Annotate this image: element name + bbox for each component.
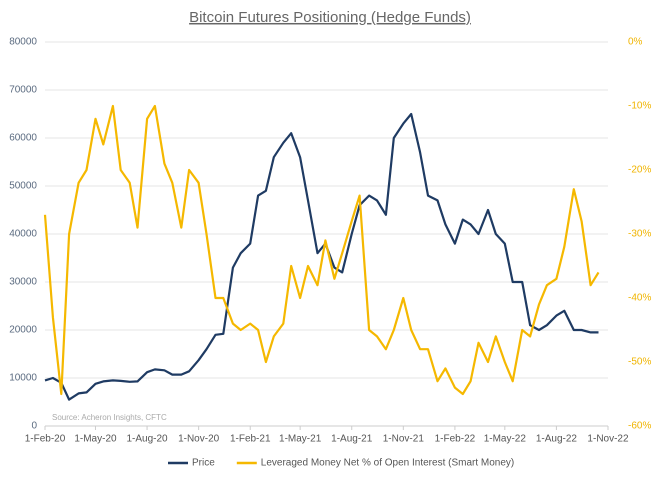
legend-label: Price <box>192 458 215 469</box>
y-tick-label: 0 <box>31 421 37 432</box>
y2-tick-label: -50% <box>628 357 651 368</box>
y-tick-label: 10000 <box>9 373 37 384</box>
y-tick-label: 60000 <box>9 133 37 144</box>
y2-tick-label: -40% <box>628 293 651 304</box>
y2-tick-label: -30% <box>628 229 651 240</box>
y2-tick-label: -60% <box>628 421 651 432</box>
x-tick-label: 1-Nov-20 <box>178 434 220 445</box>
x-tick-label: 1-Feb-22 <box>435 434 476 445</box>
y-tick-label: 30000 <box>9 277 37 288</box>
x-tick-label: 1-May-21 <box>279 434 322 445</box>
x-tick-label: 1-May-22 <box>484 434 527 445</box>
y-tick-label: 40000 <box>9 229 37 240</box>
line-series <box>44 112 599 401</box>
x-tick-label: 1-Aug-21 <box>331 434 373 445</box>
y2-tick-label: -10% <box>628 101 651 112</box>
line-series <box>43 104 600 396</box>
y-tick-label: 20000 <box>9 325 37 336</box>
y2-tick-label: -20% <box>628 165 651 176</box>
y2-tick-label: 0% <box>628 37 643 48</box>
y-tick-label: 50000 <box>9 181 37 192</box>
x-tick-label: 1-Feb-20 <box>25 434 66 445</box>
y-tick-label: 80000 <box>9 37 37 48</box>
x-tick-label: 1-Aug-20 <box>126 434 168 445</box>
legend-label: Leveraged Money Net % of Open Interest (… <box>261 458 514 469</box>
chart-title: Bitcoin Futures Positioning (Hedge Funds… <box>189 9 471 26</box>
x-tick-label: 1-Nov-22 <box>587 434 629 445</box>
source-note: Source: Acheron Insights, CFTC <box>52 413 167 422</box>
x-tick-label: 1-Nov-21 <box>383 434 425 445</box>
x-tick-label: 1-Aug-22 <box>536 434 578 445</box>
y-tick-label: 70000 <box>9 85 37 96</box>
x-tick-label: 1-May-20 <box>74 434 117 445</box>
x-tick-label: 1-Feb-21 <box>230 434 271 445</box>
